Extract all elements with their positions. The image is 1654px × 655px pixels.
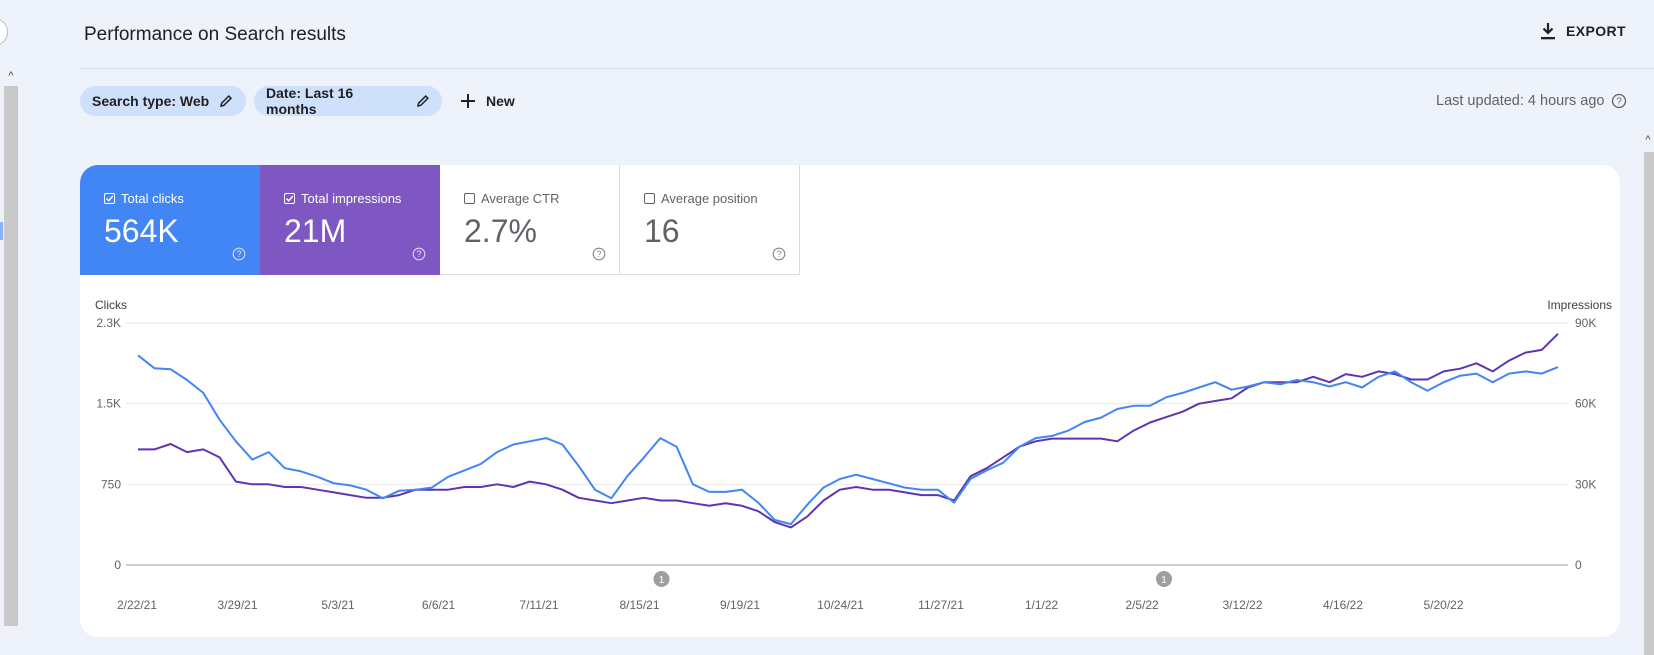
y-right-tick-label: 90K — [1575, 316, 1596, 330]
left-rail: ^ — [0, 0, 22, 655]
clicks-series-line — [137, 354, 1559, 526]
y-right-axis-title: Impressions — [1547, 298, 1612, 312]
page-title: Performance on Search results — [84, 24, 346, 45]
metric-tile-total-impressions[interactable]: Total impressions 21M ? — [260, 165, 440, 275]
export-button[interactable]: EXPORT — [1540, 22, 1626, 40]
x-tick-label: 8/15/21 — [619, 598, 659, 612]
help-icon[interactable]: ? — [232, 247, 246, 261]
y-left-tick-label: 2.3K — [96, 316, 121, 330]
impressions-series-line — [138, 333, 1559, 529]
annotation-marker-label: 1 — [659, 575, 665, 586]
average-ctr-value: 2.7% — [464, 213, 537, 249]
total-impressions-checkbox[interactable] — [284, 193, 295, 204]
right-scrollbar[interactable] — [1644, 152, 1654, 655]
y-left-axis-title: Clicks — [95, 298, 127, 312]
x-tick-label: 3/12/22 — [1222, 598, 1262, 612]
x-tick-label: 10/24/21 — [817, 598, 864, 612]
last-updated: Last updated: 4 hours ago ? — [1436, 93, 1627, 109]
svg-text:?: ? — [596, 249, 601, 259]
annotation-marker[interactable]: 1 — [1156, 571, 1172, 587]
search-type-chip-label: Search type: Web — [92, 93, 210, 109]
svg-text:?: ? — [416, 249, 421, 259]
x-tick-label: 2/5/22 — [1125, 598, 1159, 612]
total-impressions-label: Total impressions — [301, 191, 402, 206]
x-tick-label: 9/19/21 — [720, 598, 760, 612]
annotation-marker-circle — [653, 571, 670, 587]
metric-tile-average-ctr[interactable]: Average CTR 2.7% ? — [440, 165, 620, 275]
total-clicks-label: Total clicks — [121, 191, 184, 206]
help-icon[interactable]: ? — [772, 247, 786, 261]
svg-text:?: ? — [1616, 97, 1622, 108]
chevron-up-icon[interactable]: ^ — [8, 70, 14, 82]
y-left-tick-label: 750 — [101, 477, 121, 491]
pencil-icon[interactable] — [416, 94, 430, 108]
x-tick-label: 11/27/21 — [918, 598, 964, 612]
sidebar-active-indicator — [0, 222, 3, 240]
x-tick-label: 5/3/21 — [321, 598, 355, 612]
metric-tile-average-position[interactable]: Average position 16 ? — [620, 165, 800, 275]
total-impressions-value: 21M — [284, 213, 347, 249]
x-tick-label: 7/11/21 — [519, 598, 558, 612]
date-chip-label: Date: Last 16 months — [266, 85, 354, 117]
chevron-up-icon[interactable]: ^ — [1645, 134, 1651, 146]
total-clicks-value: 564K — [104, 213, 179, 249]
average-ctr-label: Average CTR — [481, 191, 560, 206]
x-tick-label: 1/1/22 — [1025, 598, 1059, 612]
y-left-tick-label: 0 — [114, 558, 121, 572]
annotation-marker[interactable]: 1 — [653, 571, 670, 587]
metric-tile-total-clicks[interactable]: Total clicks 564K ? — [80, 165, 260, 275]
performance-chart: Clicks Impressions 0 0 750 30K 1.5K 60K 2.3K 90K 2… — [95, 298, 1612, 612]
last-updated-text: Last updated: 4 hours ago — [1436, 93, 1605, 109]
svg-text:?: ? — [236, 249, 241, 259]
average-position-label: Average position — [661, 191, 758, 206]
collapsed-sidebar-button[interactable] — [0, 18, 8, 46]
left-scrollbar[interactable] — [4, 86, 18, 626]
performance-card: Total clicks 564K ? Total impressions 21… — [80, 165, 1620, 637]
average-position-value: 16 — [644, 213, 680, 249]
new-filter-label: New — [486, 93, 515, 109]
download-icon — [1541, 23, 1555, 40]
help-icon[interactable]: ? — [412, 247, 426, 261]
header-divider — [80, 68, 1654, 69]
annotation-marker-circle — [1156, 571, 1172, 587]
y-right-tick-label: 0 — [1575, 558, 1582, 572]
x-tick-label: 4/16/22 — [1323, 598, 1363, 612]
new-filter-button[interactable]: New — [460, 86, 515, 116]
pencil-icon[interactable] — [219, 94, 233, 108]
y-right-tick-label: 30K — [1575, 477, 1596, 491]
y-left-tick-label: 1.5K — [96, 397, 121, 411]
average-position-checkbox[interactable] — [644, 193, 655, 204]
date-filter-chip[interactable]: Date: Last 16 months — [254, 85, 442, 117]
x-tick-label: 2/22/21 — [117, 598, 157, 612]
total-clicks-checkbox[interactable] — [104, 193, 115, 204]
svg-text:?: ? — [776, 249, 781, 259]
average-ctr-checkbox[interactable] — [464, 193, 475, 204]
x-tick-label: 5/20/22 — [1423, 598, 1463, 612]
x-tick-label: 3/29/21 — [217, 598, 257, 612]
x-tick-label: 6/6/21 — [422, 598, 456, 612]
help-icon[interactable]: ? — [1611, 93, 1627, 109]
y-right-tick-label: 60K — [1575, 397, 1596, 411]
search-type-filter-chip[interactable]: Search type: Web — [80, 86, 246, 116]
plus-icon — [461, 94, 475, 108]
annotation-marker-label: 1 — [1161, 575, 1167, 586]
export-label: EXPORT — [1566, 23, 1626, 39]
help-icon[interactable]: ? — [592, 247, 606, 261]
